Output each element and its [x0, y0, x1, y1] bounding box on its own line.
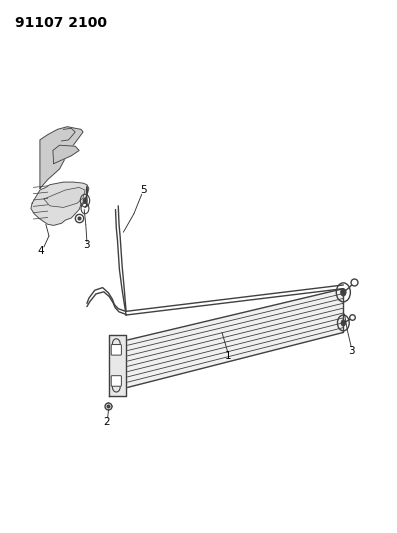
Polygon shape: [53, 145, 79, 164]
Circle shape: [341, 320, 346, 326]
FancyBboxPatch shape: [111, 344, 121, 355]
Circle shape: [83, 198, 87, 203]
Text: 3: 3: [349, 346, 355, 356]
Polygon shape: [44, 188, 85, 207]
Polygon shape: [31, 182, 89, 225]
Text: 2: 2: [103, 417, 110, 427]
Text: 4: 4: [38, 246, 44, 256]
Polygon shape: [109, 335, 127, 395]
Text: 3: 3: [84, 240, 90, 251]
Text: 91107 2100: 91107 2100: [15, 16, 106, 30]
Text: 1: 1: [225, 351, 231, 361]
Circle shape: [341, 288, 346, 296]
Text: 5: 5: [141, 185, 147, 195]
FancyBboxPatch shape: [111, 376, 121, 386]
Polygon shape: [126, 289, 343, 388]
Polygon shape: [40, 127, 83, 189]
